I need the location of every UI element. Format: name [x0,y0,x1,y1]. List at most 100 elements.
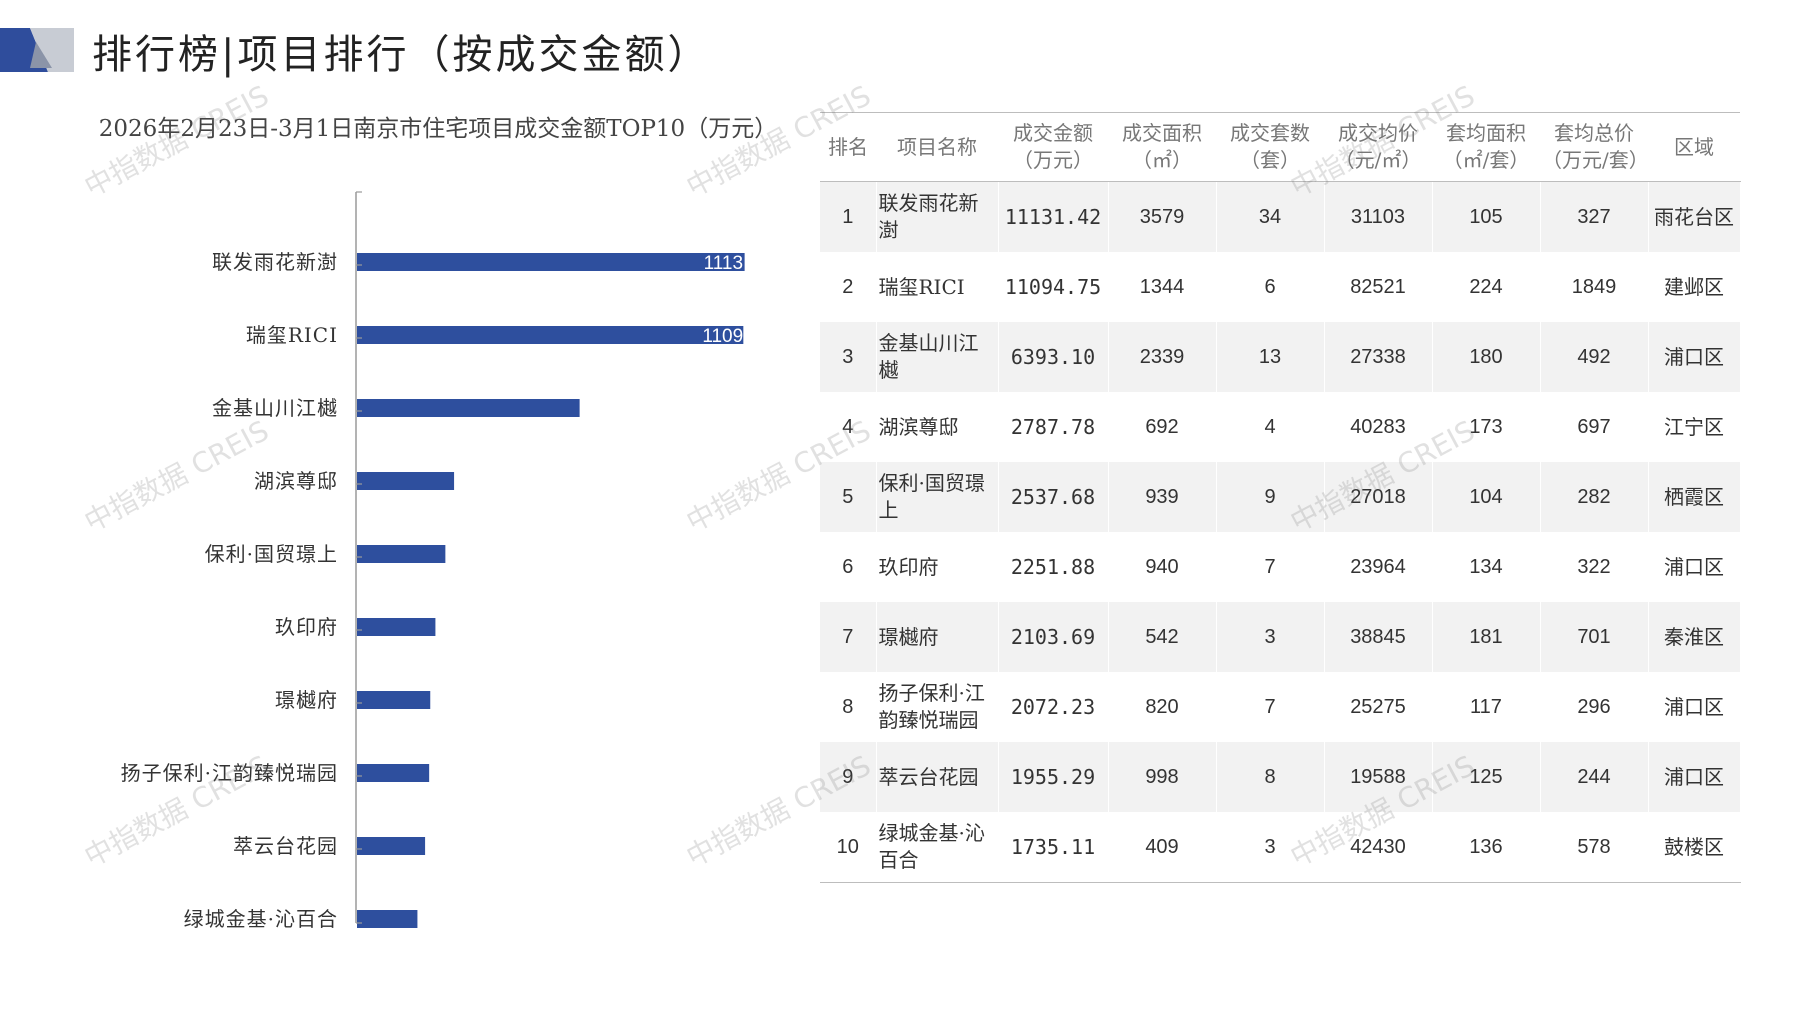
cell-district: 江宁区 [1648,392,1741,462]
column-header-unit: （套） [1240,148,1300,172]
bar [357,837,426,855]
cell-amount: 2787.78 [998,392,1109,462]
cell-district: 栖霞区 [1648,462,1741,532]
bar-data-label: 1109 [702,326,743,347]
cell-avg-area: 224 [1432,252,1541,322]
cell-name: 联发雨花新澍 [876,181,999,252]
cell-avg-area: 125 [1432,742,1541,812]
cell-units: 6 [1216,252,1325,322]
cell-avg-total: 296 [1540,672,1649,742]
cell-name: 扬子保利·江韵臻悦瑞园 [876,672,999,742]
column-header-title: 成交面积 [1122,121,1202,145]
category-label: 萃云台花园 [233,834,338,858]
cell-rank: 4 [820,392,877,462]
cell-units: 7 [1216,532,1325,602]
page-title: 排行榜|项目排行（按成交金额） [92,32,711,78]
cell-area: 940 [1108,532,1217,602]
category-label: 玖印府 [275,615,338,639]
column-header: 排名 [820,112,876,182]
cell-rank: 8 [820,672,877,742]
ranking-table: 排名 项目名称 成交金额 （万元） 成交面积 （㎡） 成交套数 （套） 成交均价 （元/㎡） 套均面… [820,112,1741,883]
bar [357,326,744,344]
cell-amount: 1955.29 [998,742,1109,812]
cell-amount: 2251.88 [998,532,1109,602]
cell-amount: 11131.42 [998,181,1109,252]
table-row: 6 玖印府 2251.88 940 7 23964 134 322 浦口区 [820,532,1741,602]
column-header-title: 套均总价 [1554,121,1634,145]
cell-rank: 9 [820,742,877,812]
cell-district: 浦口区 [1648,322,1741,392]
cell-units: 7 [1216,672,1325,742]
cell-rank: 10 [820,812,877,883]
cell-area: 1344 [1108,252,1217,322]
column-header-title: 成交金额 [1013,121,1093,145]
cell-area: 3579 [1108,181,1217,252]
cell-avg-price: 27338 [1324,322,1433,392]
cell-avg-area: 105 [1432,181,1541,252]
cell-name: 玖印府 [876,532,999,602]
column-header-unit: （元/㎡） [1334,148,1422,172]
cell-rank: 6 [820,532,877,602]
column-header-title: 成交套数 [1230,121,1310,145]
cell-avg-total: 1849 [1540,252,1649,322]
cell-area: 692 [1108,392,1217,462]
cell-district: 雨花台区 [1648,181,1741,252]
column-header: 套均总价 （万元/套） [1540,112,1649,182]
cell-name: 萃云台花园 [876,742,999,812]
cell-avg-total: 282 [1540,462,1649,532]
cell-avg-price: 42430 [1324,812,1433,883]
cell-avg-total: 578 [1540,812,1649,883]
cell-units: 4 [1216,392,1325,462]
column-header-title: 项目名称 [897,134,977,159]
category-label: 金基山川江樾 [212,396,338,420]
cell-amount: 2103.69 [998,602,1109,672]
cell-rank: 1 [820,181,877,252]
chart-title: 2026年2月23日-3月1日南京市住宅项目成交金额TOP10（万元） [98,116,778,142]
table-header-row: 排名 项目名称 成交金额 （万元） 成交面积 （㎡） 成交套数 （套） 成交均价 （元/㎡） 套均面… [820,112,1740,182]
cell-rank: 5 [820,462,877,532]
cell-avg-area: 173 [1432,392,1541,462]
cell-avg-price: 38845 [1324,602,1433,672]
logo-mid-shape [30,42,52,68]
cell-avg-total: 322 [1540,532,1649,602]
column-header: 套均面积 （㎡/套） [1432,112,1540,182]
cell-avg-total: 244 [1540,742,1649,812]
table-row: 3 金基山川江樾 6393.10 2339 13 27338 180 492 浦口区 [820,322,1741,392]
table-row: 9 萃云台花园 1955.29 998 8 19588 125 244 浦口区 [820,742,1741,812]
cell-rank: 2 [820,252,877,322]
bar [357,545,446,563]
cell-district: 浦口区 [1648,742,1741,812]
bar [357,472,455,490]
bar-chart: 联发雨花新澍 1113 瑞玺RICI 1109 金基山川江樾湖滨尊邸保利·国贸璟上玖印府… [121,191,745,931]
category-label: 保利·国贸璟上 [205,542,338,566]
column-header: 项目名称 [876,112,998,182]
bar [357,399,580,417]
cell-avg-area: 134 [1432,532,1541,602]
cell-avg-price: 19588 [1324,742,1433,812]
bar [357,691,431,709]
cell-area: 542 [1108,602,1217,672]
table-row: 8 扬子保利·江韵臻悦瑞园 2072.23 820 7 25275 117 296 浦口区 [820,672,1741,742]
cell-amount: 1735.11 [998,812,1109,883]
cell-name: 绿城金基·沁百合 [876,812,999,883]
cell-avg-price: 31103 [1324,181,1433,252]
cell-units: 8 [1216,742,1325,812]
cell-avg-price: 40283 [1324,392,1433,462]
column-header-title: 区域 [1674,134,1714,159]
cell-area: 2339 [1108,322,1217,392]
cell-avg-price: 23964 [1324,532,1433,602]
cell-avg-area: 104 [1432,462,1541,532]
table-row: 4 湖滨尊邸 2787.78 692 4 40283 173 697 江宁区 [820,392,1741,462]
column-header-title: 成交均价 [1338,121,1418,145]
cell-amount: 6393.10 [998,322,1109,392]
category-label: 璟樾府 [275,688,338,712]
cell-units: 9 [1216,462,1325,532]
column-header: 成交金额 （万元） [998,112,1108,182]
cell-rank: 7 [820,602,877,672]
cell-avg-price: 27018 [1324,462,1433,532]
cell-avg-total: 701 [1540,602,1649,672]
category-label: 瑞玺RICI [246,323,338,347]
bar-data-label: 1113 [704,253,743,274]
cell-avg-total: 327 [1540,181,1649,252]
cell-avg-total: 697 [1540,392,1649,462]
